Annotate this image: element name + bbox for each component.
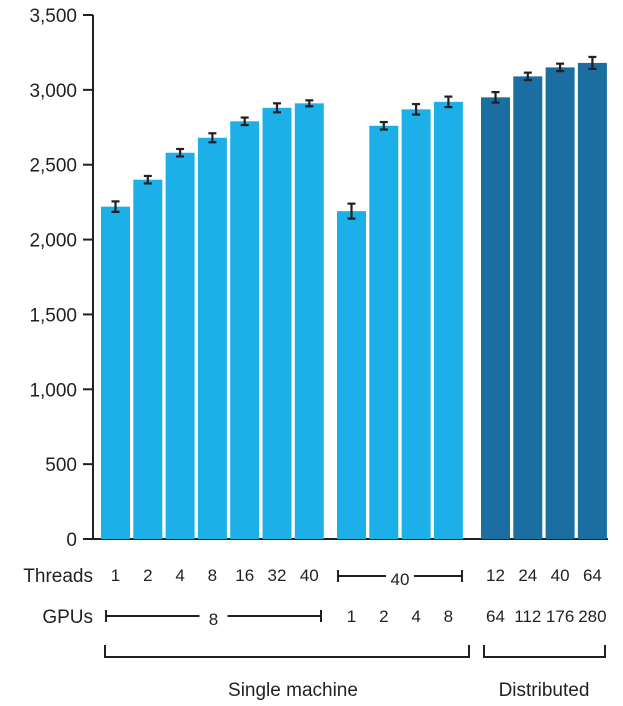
gpus-label: 280 — [578, 607, 606, 626]
gpus-label: 64 — [486, 607, 505, 626]
gpus-label: 8 — [444, 607, 453, 626]
label-distributed: Distributed — [499, 680, 590, 701]
bar — [294, 103, 324, 540]
threads-label: 40 — [300, 566, 319, 585]
bar — [230, 121, 260, 539]
threads-label: 2 — [143, 566, 152, 585]
label-single-machine: Single machine — [228, 680, 358, 701]
bar — [133, 179, 163, 539]
y-tick-label: 1,500 — [29, 305, 77, 326]
threads-label: 32 — [268, 566, 287, 585]
bar — [262, 107, 292, 539]
y-tick-label: 0 — [66, 530, 77, 551]
bar — [481, 97, 510, 539]
bar — [337, 211, 366, 539]
gpus-span-group-1: 8 — [105, 610, 322, 629]
gpus-label: 2 — [379, 607, 388, 626]
bar — [197, 137, 227, 539]
brackets-layer: 40 8 Single machine Distributed — [104, 570, 606, 701]
bar — [401, 109, 431, 539]
bar — [433, 101, 463, 539]
threads-label: 64 — [583, 566, 602, 585]
y-tick-label: 3,500 — [29, 6, 77, 27]
gpus-label: 4 — [411, 607, 420, 626]
y-tick-label: 1,000 — [29, 380, 77, 401]
bracket-distributed — [483, 645, 606, 658]
threads-label: 16 — [235, 566, 254, 585]
y-tick-label: 500 — [45, 455, 77, 476]
bar — [165, 152, 195, 540]
threads-label: 8 — [208, 566, 217, 585]
threads-label: 24 — [518, 566, 537, 585]
gpus-label: 1 — [347, 607, 356, 626]
bracket-single-machine — [104, 645, 470, 658]
bar — [577, 62, 607, 540]
bar — [101, 206, 130, 540]
threads-span-group-2: 40 — [337, 570, 463, 589]
bar — [545, 67, 575, 540]
threads-label: 1 — [111, 566, 120, 585]
threads-label: 40 — [551, 566, 570, 585]
gpus-row-label: GPUs — [42, 607, 93, 628]
threads-row-label: Threads — [23, 566, 93, 587]
y-tick-label: 2,000 — [29, 231, 77, 252]
bar — [369, 125, 399, 539]
threads-label: 12 — [486, 566, 505, 585]
gpus-label: 112 — [514, 607, 541, 626]
gpus-label: 176 — [546, 607, 574, 626]
y-tick-label: 2,500 — [29, 156, 77, 177]
y-tick-label: 3,000 — [29, 81, 77, 102]
span-label: 8 — [209, 610, 218, 629]
bars-layer — [101, 55, 607, 540]
threads-label: 4 — [175, 566, 184, 585]
bar — [513, 76, 543, 539]
span-label: 40 — [391, 570, 410, 589]
